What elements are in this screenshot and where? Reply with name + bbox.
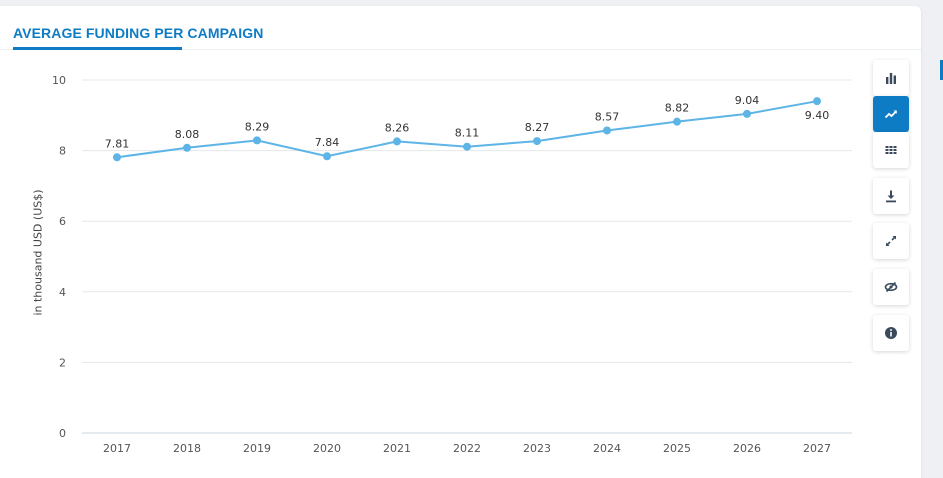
data-label: 8.57 bbox=[595, 110, 620, 123]
x-axis-ticks: 2017 2018 2019 2020 2021 2022 2023 2024 2025 2026… bbox=[103, 442, 831, 455]
data-point[interactable] bbox=[813, 97, 821, 106]
active-tab-underline bbox=[13, 47, 182, 50]
download-button[interactable] bbox=[873, 178, 909, 214]
data-labels: 7.81 8.08 8.29 7.84 8.26 8.11 8.27 8.57 8.82 9.04… bbox=[105, 94, 830, 150]
x-tick-label: 2018 bbox=[173, 442, 201, 455]
bar-chart-button[interactable] bbox=[873, 60, 909, 96]
download-icon bbox=[886, 190, 896, 203]
data-label: 7.81 bbox=[105, 137, 130, 150]
chart-title: AVERAGE FUNDING PER CAMPAIGN bbox=[13, 25, 264, 41]
x-tick-label: 2017 bbox=[103, 442, 131, 455]
data-label: 7.84 bbox=[315, 136, 340, 149]
x-tick-label: 2020 bbox=[313, 442, 341, 455]
x-tick-label: 2021 bbox=[383, 442, 411, 455]
fullscreen-button[interactable] bbox=[873, 223, 909, 259]
table-icon bbox=[885, 146, 897, 154]
data-label: 8.08 bbox=[175, 128, 200, 141]
data-point[interactable] bbox=[323, 152, 331, 161]
data-label: 9.40 bbox=[805, 109, 830, 122]
x-tick-label: 2019 bbox=[243, 442, 271, 455]
table-button[interactable] bbox=[873, 132, 909, 168]
hide-icon bbox=[884, 281, 898, 293]
data-point[interactable] bbox=[253, 136, 261, 145]
y-tick-label: 8 bbox=[59, 145, 66, 158]
data-label: 8.11 bbox=[455, 127, 480, 140]
y-tick-label: 10 bbox=[52, 74, 66, 87]
info-icon bbox=[885, 327, 897, 339]
data-label: 8.29 bbox=[245, 120, 270, 133]
data-point[interactable] bbox=[603, 126, 611, 135]
data-label: 9.04 bbox=[735, 94, 760, 107]
chart-card: AVERAGE FUNDING PER CAMPAIGN bbox=[0, 6, 921, 478]
x-tick-label: 2022 bbox=[453, 442, 481, 455]
line-chart-button[interactable] bbox=[873, 96, 909, 132]
x-tick-label: 2026 bbox=[733, 442, 761, 455]
hide-button[interactable] bbox=[873, 269, 909, 305]
data-point[interactable] bbox=[673, 117, 681, 126]
bar-chart-icon bbox=[886, 73, 896, 84]
y-axis-label: in thousand USD (US$) bbox=[31, 189, 45, 316]
expand-icon bbox=[885, 235, 897, 247]
y-axis-ticks: 0 2 4 6 8 10 bbox=[52, 74, 66, 440]
series bbox=[113, 97, 821, 162]
data-point[interactable] bbox=[743, 109, 751, 118]
y-tick-label: 6 bbox=[59, 215, 66, 228]
data-label: 8.27 bbox=[525, 121, 550, 134]
y-tick-label: 4 bbox=[59, 286, 66, 299]
data-point[interactable] bbox=[463, 142, 471, 151]
x-tick-label: 2024 bbox=[593, 442, 621, 455]
sidebar-edge-marker bbox=[940, 60, 943, 80]
x-tick-label: 2027 bbox=[803, 442, 831, 455]
x-tick-label: 2025 bbox=[663, 442, 691, 455]
y-tick-label: 0 bbox=[59, 427, 66, 440]
info-button[interactable] bbox=[873, 315, 909, 351]
title-divider bbox=[0, 49, 921, 50]
data-point[interactable] bbox=[533, 137, 541, 146]
x-tick-label: 2023 bbox=[523, 442, 551, 455]
line-chart-icon bbox=[884, 110, 897, 119]
data-point[interactable] bbox=[113, 153, 121, 162]
data-label: 8.82 bbox=[665, 102, 690, 115]
data-point[interactable] bbox=[393, 137, 401, 146]
data-point[interactable] bbox=[183, 143, 191, 152]
y-tick-label: 2 bbox=[59, 356, 66, 369]
data-label: 8.26 bbox=[385, 121, 410, 134]
